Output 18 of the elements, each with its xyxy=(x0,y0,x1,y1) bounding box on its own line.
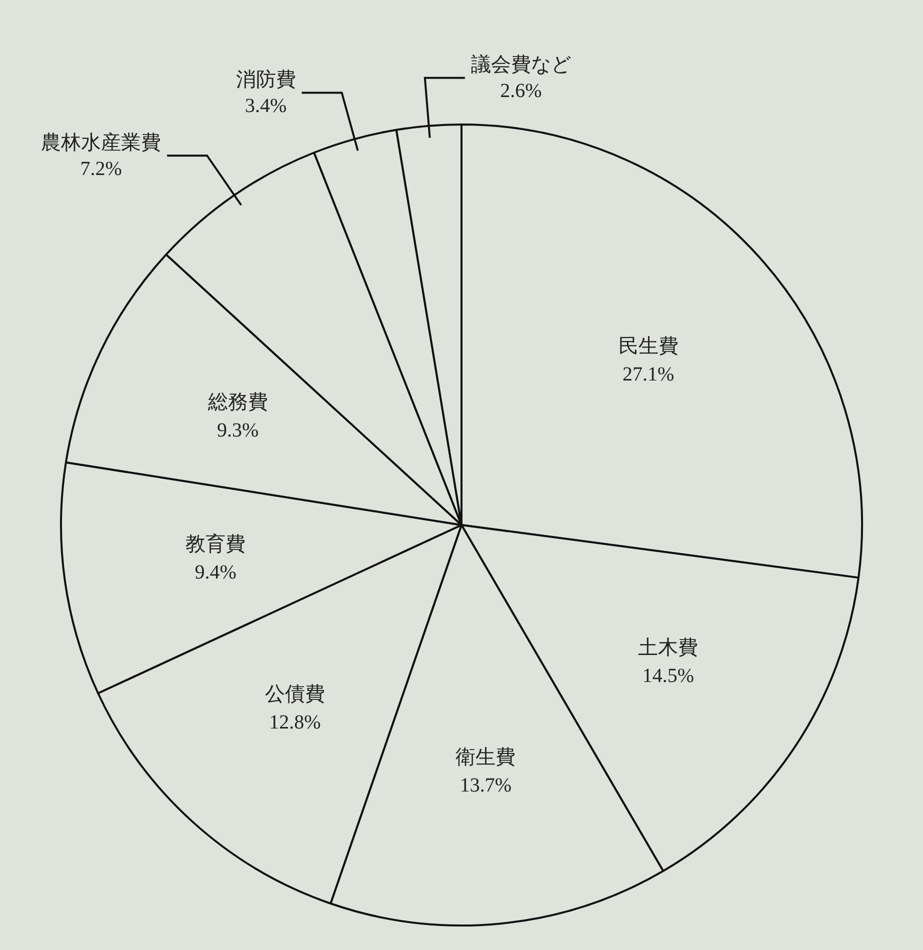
data-label: 3.4% xyxy=(244,94,287,117)
data-label: 14.5% xyxy=(642,664,694,687)
slice-label: 公債費 xyxy=(264,683,325,706)
data-label: 27.1% xyxy=(622,364,674,386)
slice-label: 総務費 xyxy=(206,391,268,414)
data-label: 12.8% xyxy=(269,711,321,734)
data-label: 13.7% xyxy=(460,774,512,796)
slice-label: 農林水産業費 xyxy=(41,132,162,154)
slice-label: 議会費など xyxy=(470,54,571,76)
data-label: 2.6% xyxy=(500,80,542,102)
slice-label: 土木費 xyxy=(638,636,698,659)
slice-label: 消防費 xyxy=(236,68,296,91)
slice-label: 民生費 xyxy=(618,336,678,358)
data-label: 9.3% xyxy=(216,419,259,442)
data-label: 7.2% xyxy=(80,158,122,180)
slice-label: 衛生費 xyxy=(456,746,516,768)
data-label: 9.4% xyxy=(194,561,236,584)
slice-label: 教育費 xyxy=(186,532,246,556)
